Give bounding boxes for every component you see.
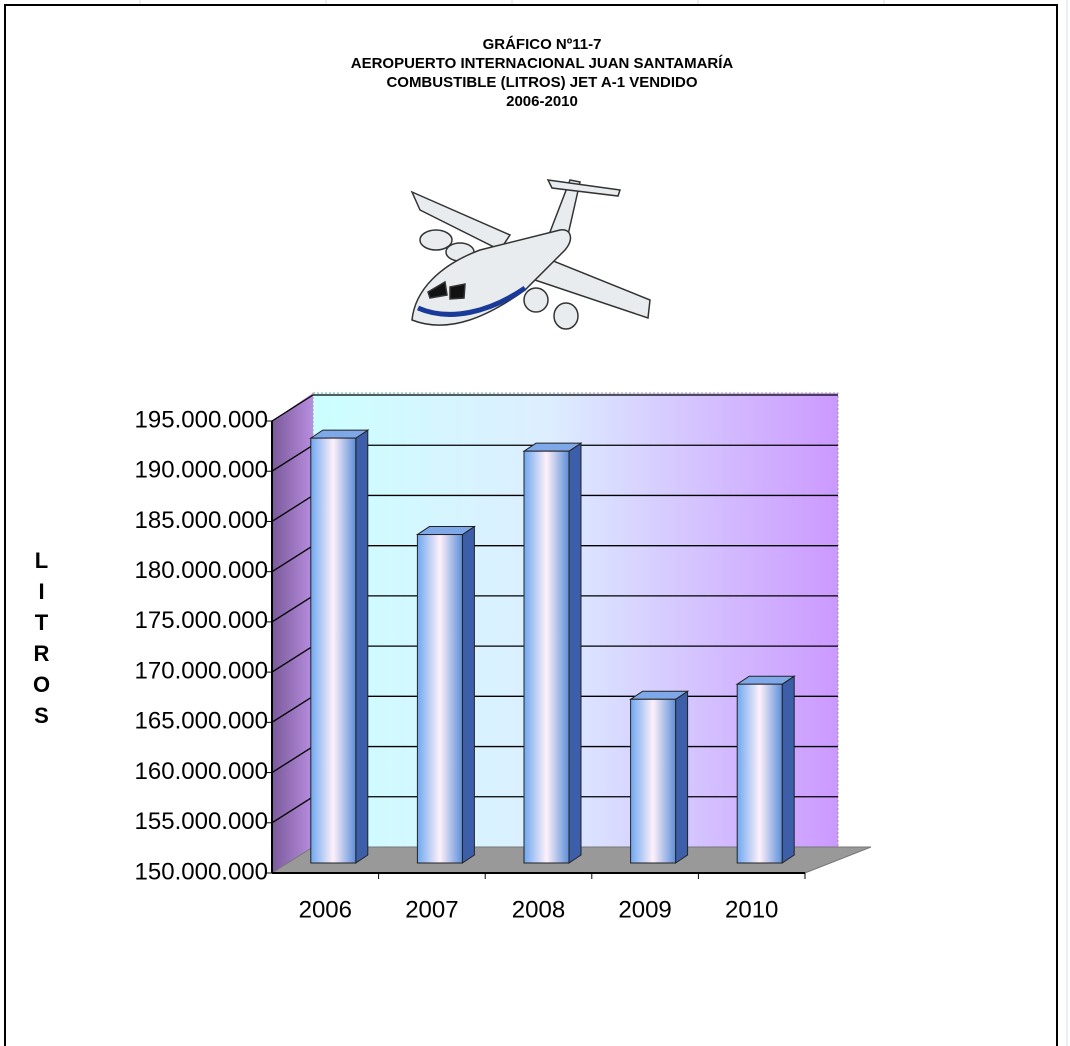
bar-side — [675, 690, 689, 864]
bar — [736, 683, 783, 864]
x-tick-label: 2010 — [725, 896, 778, 923]
x-tick-label: 2008 — [512, 896, 565, 923]
bar — [416, 534, 463, 864]
x-tick-label: 2007 — [405, 896, 458, 923]
y-tick-label: 195.000.000 — [135, 406, 268, 433]
title-block: GRÁFICO Nº11-7 AEROPUERTO INTERNACIONAL J… — [351, 36, 734, 110]
side-grid-line — [271, 595, 314, 623]
side-grid-line — [271, 394, 314, 422]
y-tick-label: 190.000.000 — [135, 457, 268, 484]
side-grid-line — [271, 444, 314, 472]
side-grid-line — [271, 796, 314, 824]
y-tick-label: 155.000.000 — [135, 808, 268, 835]
y-axis-label: LITROS — [29, 548, 54, 734]
chart-title: 2006-2010 — [506, 93, 578, 110]
y-tick-label: 185.000.000 — [135, 507, 268, 534]
x-tick-label: 2006 — [299, 896, 352, 923]
side-grid-line — [271, 746, 314, 774]
chart-title: GRÁFICO Nº11-7 — [483, 36, 602, 53]
side-grid-line — [271, 545, 314, 573]
y-tick-label: 165.000.000 — [135, 708, 268, 735]
bar-side — [355, 429, 369, 864]
y-tick-label: 175.000.000 — [135, 607, 268, 634]
chart-title: AEROPUERTO INTERNACIONAL JUAN SANTAMARÍA — [351, 55, 734, 72]
y-tick-label: 150.000.000 — [135, 858, 268, 885]
chart-title: COMBUSTIBLE (LITROS) JET A-1 VENDIDO — [386, 74, 697, 91]
side-grid-line — [271, 645, 314, 673]
side-grid-line — [271, 695, 314, 723]
y-tick-label: 180.000.000 — [135, 557, 268, 584]
side-grid-line — [271, 494, 314, 522]
bar-side — [568, 442, 582, 864]
plot-area: 150.000.000 155.000.000 160.000.000 165.000… — [135, 392, 872, 923]
bar-side — [781, 675, 795, 864]
bar-side — [461, 525, 475, 864]
sheet-grid — [139, 0, 1068, 1046]
airplane — [410, 179, 651, 330]
x-tick-label: 2009 — [618, 896, 671, 923]
y-tick-label: 170.000.000 — [135, 657, 268, 684]
chart-border — [4, 4, 1058, 1046]
bar — [310, 437, 357, 864]
bar — [523, 450, 570, 864]
y-tick-label: 160.000.000 — [135, 758, 268, 785]
bar — [630, 698, 677, 864]
